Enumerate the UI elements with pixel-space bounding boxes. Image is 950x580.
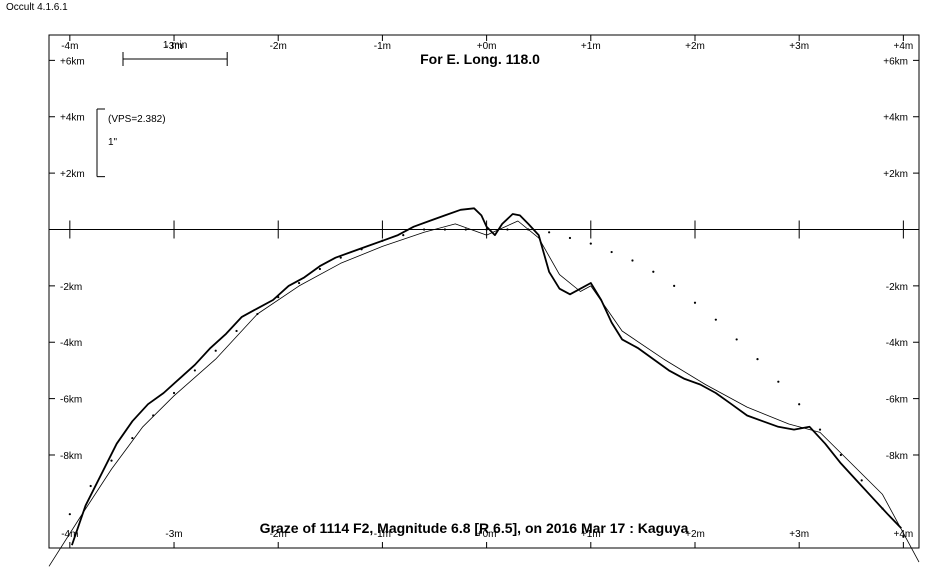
y-tick-label-left: +4km [60,113,85,124]
x-tick-label-top: -2m [270,41,287,52]
time-scale-label: 1 min [163,40,187,51]
y-tick-label-left: -6km [60,395,82,406]
prediction-dot [68,513,71,516]
prediction-dot [443,228,447,231]
x-tick-label-bottom: +3m [789,529,809,540]
prediction-dot [756,358,759,361]
prediction-dot [131,436,134,440]
prediction-dot [714,318,717,321]
prediction-dot [735,338,738,341]
chart-title: For E. Long. 118.0 [420,51,540,67]
prediction-dot [464,228,467,231]
y-tick-label-right: +4km [883,113,908,124]
prediction-dot [610,250,613,254]
prediction-dot [214,349,217,352]
prediction-dot [798,403,801,406]
app-title: Occult 4.1.6.1 [6,2,68,13]
prediction-dot [402,234,405,237]
mean-limb-line [48,220,920,567]
prediction-dot [422,228,426,231]
y-tick-label-left: +2km [60,169,85,180]
prediction-dot [485,228,488,231]
x-tick-label-bottom: -3m [165,529,182,540]
prediction-dot [839,453,842,457]
x-tick-label-bottom: -1m [374,529,391,540]
y-tick-label-left: -8km [60,451,82,462]
prediction-dot [297,281,301,285]
prediction-dot [777,380,780,383]
y-tick-label-right: -8km [886,451,908,462]
prediction-dot [506,228,509,231]
x-tick-label-top: +2m [685,41,705,52]
y-tick-label-right: -6km [886,395,908,406]
prediction-dot [902,535,905,538]
x-tick-label-top: -1m [374,41,391,52]
x-tick-label-bottom: -4m [61,529,78,540]
prediction-dot [193,369,196,372]
prediction-dot [381,239,384,242]
prediction-dot [860,479,863,482]
prediction-dot [568,236,572,240]
prediction-dot [89,484,92,488]
y-tick-label-right: +6km [883,56,908,67]
prediction-dot [110,459,113,462]
y-tick-label-left: -4km [60,338,82,349]
prediction-dot [339,256,342,259]
x-tick-label-bottom: +1m [581,529,601,540]
y-tick-label-right: -4km [886,338,908,349]
prediction-dot [589,242,592,245]
prediction-dot [818,428,822,431]
prediction-dot [318,267,321,271]
x-tick-label-top: +1m [581,41,601,52]
plot-frame [48,34,920,549]
prediction-dot [256,312,259,316]
x-tick-label-bottom: +0m [477,529,497,540]
prediction-dot [693,301,697,304]
y-tick-label-right: +2km [883,169,908,180]
x-tick-label-bottom: +2m [685,529,705,540]
prediction-dot [881,507,884,510]
x-tick-label-top: +4m [894,41,914,52]
vertical-scale-unit: 1" [108,137,118,148]
prediction-dot [277,296,280,299]
prediction-dot [631,259,634,262]
vps-label: (VPS=2.382) [108,114,166,125]
prediction-dot [152,414,155,417]
prediction-dot [652,270,655,273]
prediction-dot [527,228,530,231]
x-tick-label-top: +0m [477,41,497,52]
prediction-dot [360,248,363,251]
limb-profile-line [71,207,902,546]
y-tick-label-right: -2km [886,282,908,293]
prediction-dot [172,391,176,395]
x-tick-label-bottom: -2m [270,529,287,540]
prediction-dot [548,231,551,234]
x-tick-label-top: -4m [61,41,78,52]
prediction-dot [235,329,238,333]
chart-subtitle: Graze of 1114 F2, Magnitude 6.8 [R 6.5],… [260,520,689,536]
prediction-dot [673,284,676,287]
y-tick-label-left: +6km [60,56,85,67]
x-tick-label-bottom: +4m [894,529,914,540]
y-tick-label-left: -2km [60,282,82,293]
x-tick-label-top: +3m [789,41,809,52]
x-tick-label-top: -3m [165,41,182,52]
